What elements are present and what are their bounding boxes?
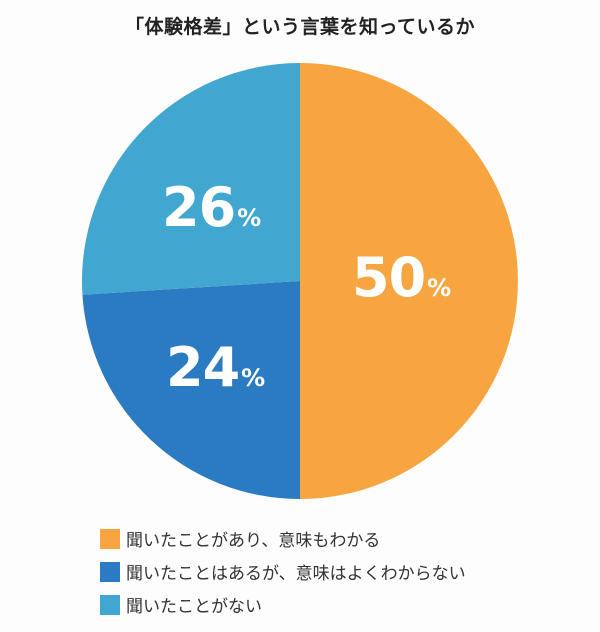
pie-slice-1 xyxy=(82,281,300,499)
legend-item-heard-not-understand: 聞いたことはあるが、意味はよくわからない xyxy=(100,555,466,588)
legend-swatch-lightblue xyxy=(100,594,120,615)
legend-swatch-blue xyxy=(100,561,120,582)
chart-title: 「体験格差」という言葉を知っているか xyxy=(124,16,476,38)
pie-slice-0 xyxy=(300,63,518,499)
legend-item-understand: 聞いたことがあり、意味もわかる xyxy=(100,522,466,555)
slice-label-24: 24% xyxy=(166,336,266,399)
legend-item-never-heard: 聞いたことがない xyxy=(100,588,466,621)
slice-label-26: 26% xyxy=(162,176,262,239)
legend-swatch-orange xyxy=(100,528,120,549)
slice-label-50: 50% xyxy=(352,246,452,309)
pie-slice-2 xyxy=(82,63,300,295)
legend: 聞いたことがあり、意味もわかる 聞いたことはあるが、意味はよくわからない 聞いた… xyxy=(100,522,466,621)
